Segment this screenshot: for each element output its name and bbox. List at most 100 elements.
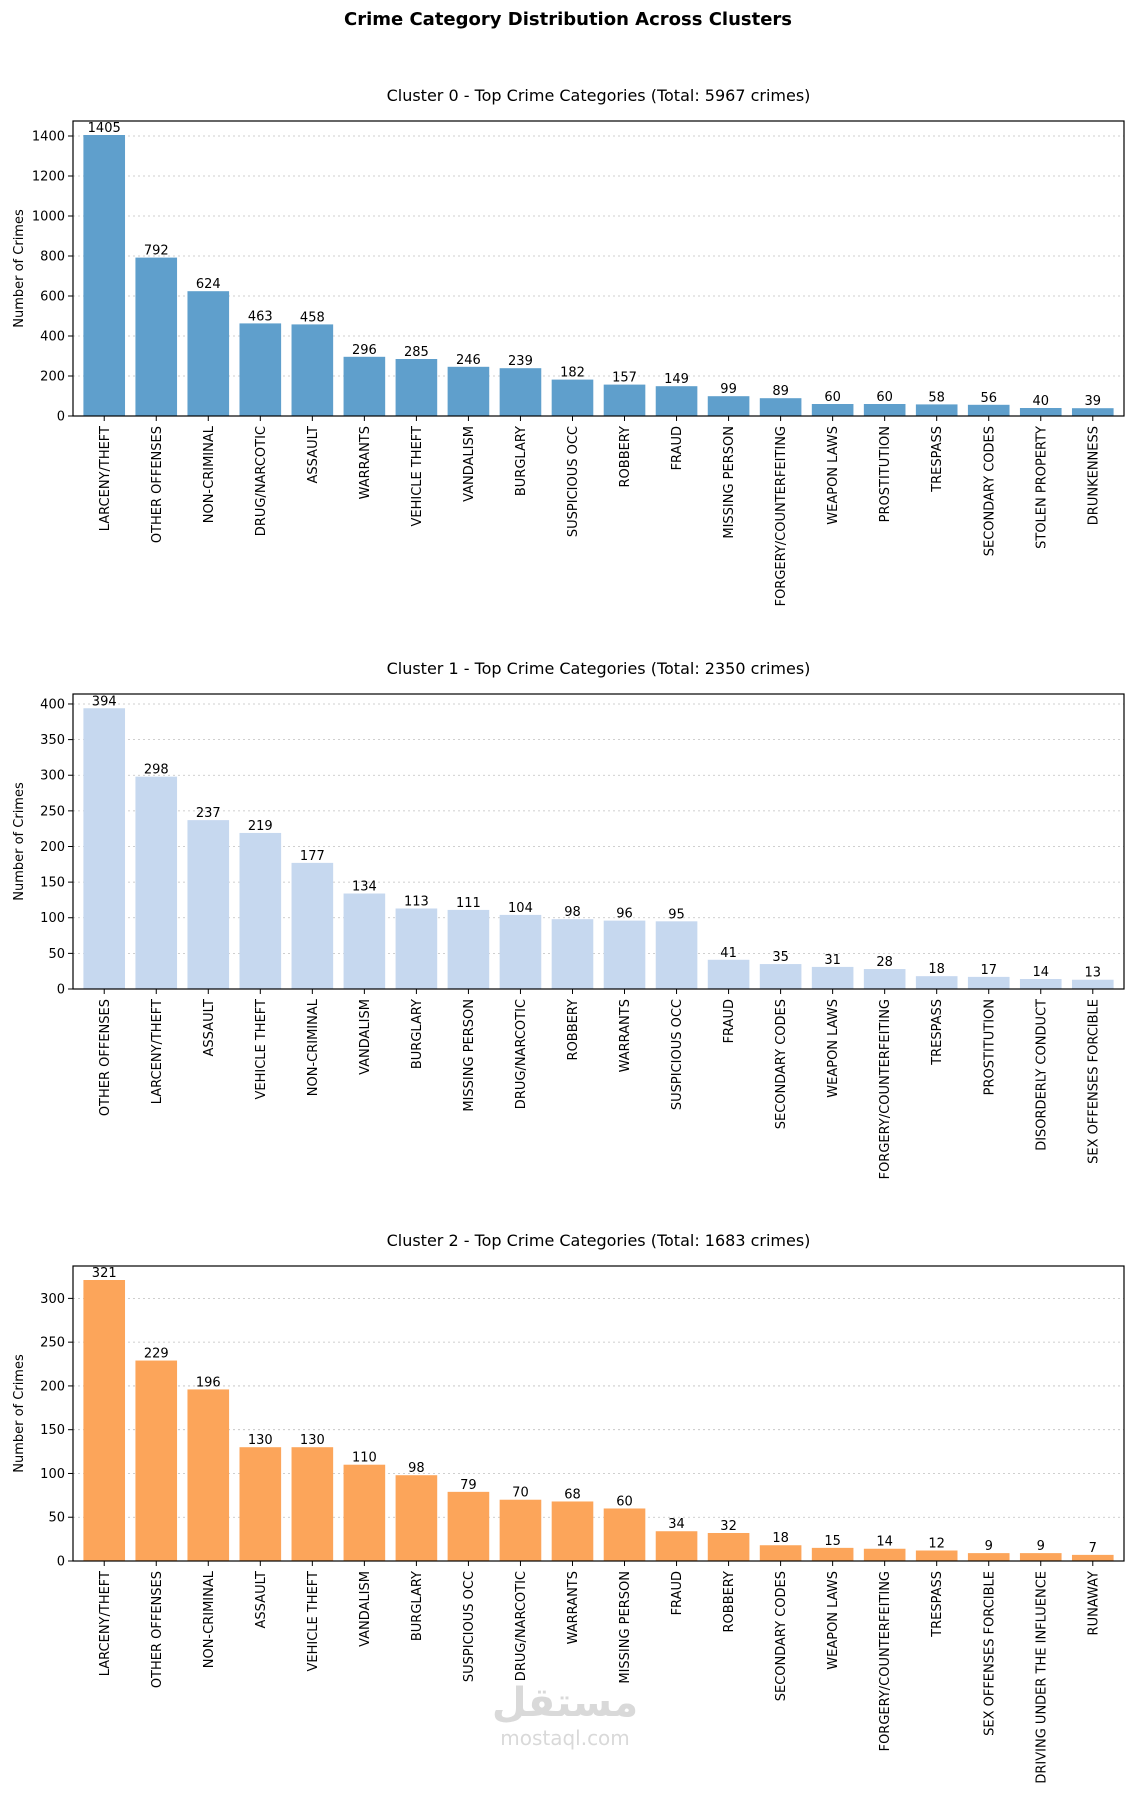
bar bbox=[811, 1547, 854, 1561]
bar bbox=[811, 966, 854, 989]
bar-value-label: 177 bbox=[300, 849, 325, 864]
bar bbox=[135, 257, 178, 416]
axes-frame bbox=[72, 120, 1125, 417]
x-tick-label: NON-CRIMINAL bbox=[202, 1570, 217, 1668]
chart-title: Cluster 1 - Top Crime Categories (Total:… bbox=[387, 659, 811, 678]
y-tick-label: 50 bbox=[48, 947, 65, 962]
bar bbox=[187, 820, 230, 989]
bar-value-label: 219 bbox=[248, 819, 273, 834]
bar-value-label: 56 bbox=[980, 391, 997, 406]
bar-value-label: 296 bbox=[352, 343, 377, 358]
bar-value-label: 18 bbox=[928, 962, 945, 977]
x-tick-label: FRAUD bbox=[670, 426, 685, 470]
bar-value-label: 229 bbox=[144, 1347, 169, 1362]
x-tick-label: OTHER OFFENSES bbox=[150, 1571, 165, 1688]
bar-value-label: 12 bbox=[928, 1536, 945, 1551]
watermark-logo: مستقل bbox=[491, 1680, 639, 1726]
y-tick-label: 600 bbox=[40, 290, 65, 305]
bar-value-label: 89 bbox=[772, 384, 789, 399]
chart-panel-2: Cluster 2 - Top Crime Categories (Total:… bbox=[12, 1231, 1125, 1784]
bar-value-label: 134 bbox=[352, 880, 377, 895]
y-axis-label: Number of Crimes bbox=[12, 782, 27, 901]
bar bbox=[291, 862, 334, 989]
bar-value-label: 31 bbox=[824, 953, 841, 968]
y-tick-label: 350 bbox=[40, 733, 65, 748]
bar bbox=[759, 1545, 802, 1561]
x-tick-label: BURGLARY bbox=[410, 1571, 425, 1641]
bar bbox=[447, 366, 490, 416]
bar bbox=[1019, 1553, 1062, 1561]
bar bbox=[343, 893, 386, 989]
x-tick-label: ROBBERY bbox=[722, 1571, 737, 1633]
bar-value-label: 41 bbox=[720, 946, 737, 961]
bar bbox=[1071, 979, 1114, 989]
x-tick-label: FORGERY/COUNTERFEITING bbox=[878, 999, 893, 1179]
x-tick-label: DISORDERLY CONDUCT bbox=[1034, 999, 1049, 1151]
chart-panel-1: Cluster 1 - Top Crime Categories (Total:… bbox=[12, 659, 1125, 1179]
x-tick-label: LARCENY/THEFT bbox=[98, 1571, 113, 1676]
bar bbox=[707, 959, 750, 989]
bar-value-label: 28 bbox=[876, 955, 893, 970]
bar-value-label: 9 bbox=[985, 1539, 993, 1554]
bar-value-label: 14 bbox=[1032, 965, 1049, 980]
y-tick-label: 400 bbox=[40, 330, 65, 345]
x-tick-label: SUSPICIOUS OCC bbox=[566, 426, 581, 537]
bar-value-label: 13 bbox=[1085, 966, 1102, 981]
x-tick-label: DRUG/NARCOTIC bbox=[254, 426, 269, 536]
x-tick-label: WARRANTS bbox=[566, 1571, 581, 1644]
bar bbox=[603, 1508, 646, 1561]
y-tick-label: 250 bbox=[40, 804, 65, 819]
x-tick-label: NON-CRIMINAL bbox=[306, 998, 321, 1096]
y-tick-label: 200 bbox=[40, 1379, 65, 1394]
bar-value-label: 32 bbox=[720, 1519, 737, 1534]
x-tick-label: WARRANTS bbox=[358, 426, 373, 499]
bar bbox=[83, 708, 126, 989]
y-axis-label: Number of Crimes bbox=[12, 1354, 27, 1473]
bar-value-label: 239 bbox=[508, 354, 533, 369]
x-tick-label: PROSTITUTION bbox=[982, 999, 997, 1095]
watermark-url: mostaql.com bbox=[500, 1726, 630, 1750]
bar bbox=[239, 832, 282, 989]
bar-value-label: 34 bbox=[668, 1517, 685, 1532]
bar bbox=[83, 135, 126, 416]
bar-value-label: 35 bbox=[772, 950, 789, 965]
x-tick-label: STOLEN PROPERTY bbox=[1034, 426, 1049, 549]
chart-title: Cluster 0 - Top Crime Categories (Total:… bbox=[387, 86, 811, 105]
bar-value-label: 1405 bbox=[88, 121, 121, 136]
bar bbox=[811, 404, 854, 416]
bar bbox=[395, 1475, 438, 1561]
y-tick-label: 0 bbox=[57, 983, 65, 998]
y-tick-label: 200 bbox=[40, 370, 65, 385]
bar bbox=[83, 1280, 126, 1561]
bar-value-label: 98 bbox=[564, 905, 581, 920]
bar-value-label: 70 bbox=[512, 1486, 529, 1501]
bar-value-label: 17 bbox=[980, 963, 997, 978]
bar-value-label: 463 bbox=[248, 309, 273, 324]
x-tick-label: TRESPASS bbox=[930, 999, 945, 1066]
x-tick-label: WEAPON LAWS bbox=[826, 999, 841, 1098]
bar bbox=[499, 914, 542, 989]
bar-value-label: 104 bbox=[508, 901, 533, 916]
y-tick-label: 100 bbox=[40, 911, 65, 926]
bar bbox=[499, 368, 542, 416]
bar bbox=[915, 976, 958, 989]
bar bbox=[447, 1491, 490, 1561]
bar-value-label: 157 bbox=[612, 371, 637, 386]
bar-value-label: 196 bbox=[196, 1375, 221, 1390]
bar-value-label: 182 bbox=[560, 366, 585, 381]
x-tick-label: WEAPON LAWS bbox=[826, 1571, 841, 1670]
bar-value-label: 624 bbox=[196, 277, 221, 292]
x-tick-label: ROBBERY bbox=[618, 426, 633, 488]
bar-value-label: 9 bbox=[1037, 1539, 1045, 1554]
bar bbox=[967, 1553, 1010, 1561]
bar bbox=[759, 398, 802, 416]
x-tick-label: FRAUD bbox=[670, 1571, 685, 1615]
x-tick-label: MISSING PERSON bbox=[462, 999, 477, 1112]
bar-value-label: 60 bbox=[876, 390, 893, 405]
bar-value-label: 96 bbox=[616, 907, 633, 922]
bar-value-label: 237 bbox=[196, 806, 221, 821]
x-tick-label: VEHICLE THEFT bbox=[410, 426, 425, 527]
bar-value-label: 113 bbox=[404, 894, 429, 909]
x-tick-label: SEX OFFENSES FORCIBLE bbox=[1086, 999, 1101, 1164]
